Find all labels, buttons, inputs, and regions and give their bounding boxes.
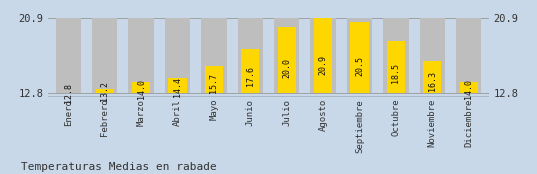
Bar xyxy=(205,66,223,93)
Bar xyxy=(128,18,154,93)
Bar xyxy=(132,82,150,93)
Text: 12.8: 12.8 xyxy=(64,83,73,103)
Bar xyxy=(96,89,114,93)
Bar xyxy=(310,18,336,93)
Text: 16.3: 16.3 xyxy=(428,71,437,91)
Bar xyxy=(347,18,372,93)
Bar xyxy=(419,18,445,93)
Bar xyxy=(201,18,227,93)
Bar xyxy=(241,49,259,93)
Text: Temperaturas Medias en rabade: Temperaturas Medias en rabade xyxy=(21,162,217,172)
Bar xyxy=(169,78,187,93)
Bar xyxy=(92,18,118,93)
Bar xyxy=(274,18,300,93)
Text: 20.0: 20.0 xyxy=(282,58,291,78)
Bar xyxy=(456,18,481,93)
Text: 15.7: 15.7 xyxy=(209,73,219,93)
Bar xyxy=(350,22,368,93)
Bar xyxy=(237,18,263,93)
Text: 14.0: 14.0 xyxy=(136,79,146,99)
Bar xyxy=(314,18,332,93)
Bar xyxy=(387,41,405,93)
Bar xyxy=(383,18,409,93)
Bar xyxy=(278,27,296,93)
Bar xyxy=(56,18,81,93)
Text: 20.5: 20.5 xyxy=(355,56,364,76)
Text: 18.5: 18.5 xyxy=(391,63,401,83)
Bar xyxy=(423,61,441,93)
Bar xyxy=(165,18,190,93)
Text: 20.9: 20.9 xyxy=(318,55,328,75)
Bar xyxy=(460,82,478,93)
Text: 14.0: 14.0 xyxy=(464,79,473,99)
Text: 13.2: 13.2 xyxy=(100,81,109,101)
Text: 14.4: 14.4 xyxy=(173,77,182,97)
Text: 17.6: 17.6 xyxy=(246,66,255,86)
